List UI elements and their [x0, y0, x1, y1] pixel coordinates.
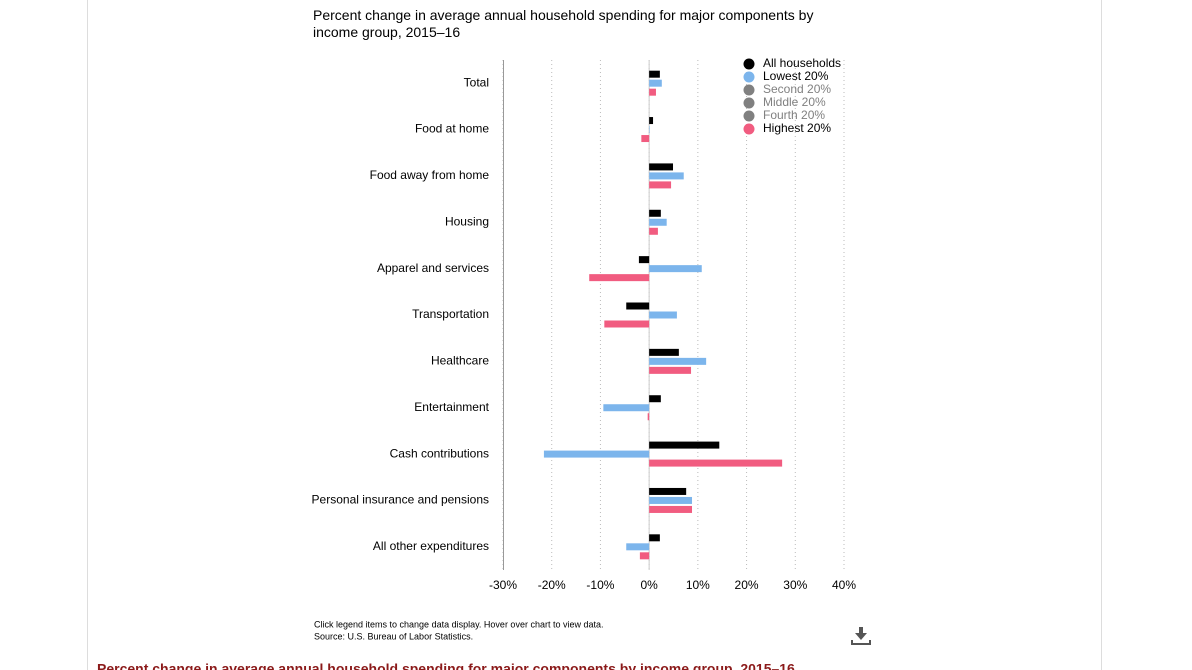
bar: [603, 404, 650, 412]
bar: [649, 265, 702, 273]
x-tick-label: -30%: [489, 578, 517, 592]
legend-label[interactable]: Middle 20%: [763, 95, 826, 109]
x-tick-label: 30%: [783, 578, 807, 592]
bar: [649, 70, 660, 78]
bar: [543, 450, 650, 458]
legend-label[interactable]: Highest 20%: [763, 121, 831, 135]
bar: [649, 227, 658, 235]
x-tick-label: -10%: [586, 578, 614, 592]
y-tick-label: Transportation: [412, 307, 489, 321]
y-tick-label: Food at home: [415, 122, 489, 136]
legend-marker[interactable]: [743, 84, 755, 96]
x-tick-label: -20%: [538, 578, 566, 592]
legend-label[interactable]: All households: [763, 56, 841, 70]
bar: [649, 534, 660, 542]
bar: [649, 117, 654, 125]
bar: [649, 311, 677, 319]
bar: [641, 135, 650, 143]
bar: [649, 441, 720, 449]
y-tick-label: Entertainment: [414, 400, 489, 414]
bar: [649, 126, 650, 134]
bar: [649, 496, 693, 504]
bar: [638, 256, 650, 264]
title-box: Percent change in average annual househo…: [313, 7, 814, 40]
bar: [649, 395, 661, 403]
bar: [649, 88, 656, 96]
y-tick-label: Apparel and services: [377, 261, 489, 275]
legend-marker[interactable]: [743, 123, 755, 135]
bar: [649, 348, 679, 356]
bar: [649, 357, 707, 365]
x-tick-label: 10%: [686, 578, 710, 592]
bar: [626, 543, 650, 551]
legend-label[interactable]: Lowest 20%: [763, 69, 829, 83]
bar: [604, 320, 650, 328]
bar: [649, 366, 692, 374]
bar: [649, 79, 662, 87]
y-tick-label: Food away from home: [370, 168, 490, 182]
source: Source: U.S. Bureau of Labor Statistics.: [314, 631, 473, 641]
bar: [649, 218, 667, 226]
bar: [647, 413, 650, 421]
y-tick-label: All other expenditures: [373, 539, 489, 553]
legend-label[interactable]: Fourth 20%: [763, 108, 825, 122]
y-tick-label: Cash contributions: [390, 446, 489, 460]
y-tick-label: Housing: [445, 214, 489, 228]
bar: [649, 209, 661, 217]
y-tick-label: Healthcare: [431, 354, 489, 368]
bar: [649, 181, 672, 189]
bar: [639, 552, 650, 560]
download-icon[interactable]: [851, 627, 871, 645]
x-tick-label: 40%: [832, 578, 856, 592]
bar: [649, 505, 693, 513]
legend-marker[interactable]: [743, 58, 755, 70]
caption: Percent change in average annual househo…: [97, 661, 795, 670]
y-tick-label: Personal insurance and pensions: [312, 493, 489, 507]
legend-label[interactable]: Second 20%: [763, 82, 831, 96]
bar: [649, 459, 783, 467]
bar: [626, 302, 650, 310]
x-tick-label: 20%: [735, 578, 759, 592]
legend-marker[interactable]: [743, 71, 755, 83]
y-tick-label: Total: [464, 75, 489, 89]
bar: [649, 487, 687, 495]
chart-title: Percent change in average annual househo…: [313, 7, 814, 40]
note: Click legend items to change data displa…: [314, 619, 603, 629]
bar: [649, 163, 674, 171]
legend-marker[interactable]: [743, 97, 755, 109]
legend-marker[interactable]: [743, 110, 755, 122]
bar: [589, 274, 650, 282]
x-tick-label: 0%: [640, 578, 658, 592]
bar: [649, 172, 684, 180]
